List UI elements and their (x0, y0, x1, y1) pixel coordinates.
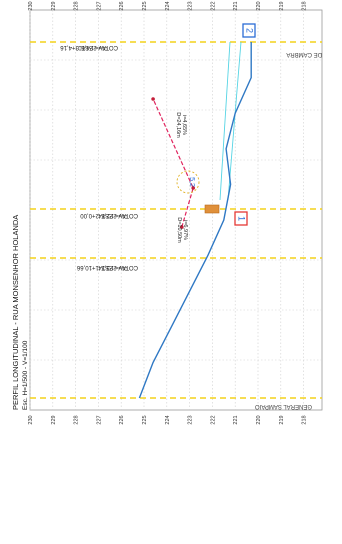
axis-tick-top: 230 (28, 1, 34, 10)
reference-lines (219, 41, 242, 201)
axis-tick-top: 226 (119, 1, 125, 10)
axis-tick-bottom: 219 (279, 415, 285, 424)
axis-tick-bottom: 223 (188, 415, 194, 424)
axis-tick-top: 221 (233, 1, 239, 10)
drawing-title: PERFIL LONGITUDINAL - RUA MONSENHOR HOLA… (11, 215, 20, 410)
length-2-label: D=24,16m (175, 112, 181, 138)
axis-tick-bottom: 220 (256, 415, 262, 424)
axis-tick-top: 228 (74, 1, 80, 10)
grade-points (151, 97, 195, 229)
piv-3-label: PIV= EST. 3+4,16 (60, 44, 108, 50)
marker-box-1 (234, 211, 248, 226)
axis-tick-bottom: 227 (96, 415, 102, 424)
stake-lines (30, 41, 322, 399)
design-grade-line (152, 98, 194, 228)
street-label-bottom: GENERAL SAMPAIO (255, 403, 312, 409)
slope-1-label: i=6,97% (182, 220, 188, 240)
axis-tick-bottom: 228 (74, 415, 80, 424)
axis-tick-top: 218 (302, 1, 308, 10)
marker-1-label: 1 (237, 216, 247, 221)
length-1-label: D=10,50m (176, 217, 182, 243)
axis-tick-bottom: 218 (302, 415, 308, 424)
slope-2-label: i=4,65% (181, 115, 187, 135)
reference-line (219, 41, 231, 201)
axis-tick-bottom: 230 (28, 415, 34, 424)
street-label-top: DE CAMBRA (286, 51, 322, 57)
axis-tick-top: 224 (165, 1, 171, 10)
piv-3-cota: COTA= 224,60 (78, 44, 118, 50)
axis-tick-top: 222 (210, 1, 216, 10)
piv-1-cota: COTA= 223,34 (98, 264, 138, 270)
reference-line (227, 41, 242, 201)
piv-2-cota: COTA= 222,84 (98, 212, 138, 218)
grade-point (180, 225, 184, 229)
axis-tick-top: 223 (188, 1, 194, 10)
axis-tick-bottom: 229 (51, 415, 57, 424)
grade-point (191, 186, 195, 190)
drawing-scale: Esc. H=1/500 - V=1/100 (22, 340, 29, 410)
axis-tick-bottom: 222 (210, 415, 216, 424)
axis-tick-bottom: 225 (142, 415, 148, 424)
curve-badge: 5,2 (188, 177, 195, 187)
axis-ticks-bottom: 230 229 228 227 226 225 224 223 222 221 220 219 218 (28, 415, 308, 424)
axis-tick-bottom: 226 (119, 415, 125, 424)
curve-circle (176, 170, 200, 194)
elevation-grid (29, 10, 304, 410)
axis-tick-bottom: 224 (165, 415, 171, 424)
axis-ticks-top: 230 229 228 227 226 225 224 223 222 221 220 219 218 (28, 1, 308, 10)
piv-1-label: PIV= EST. 1+10,66 (76, 264, 128, 270)
vertical-curve-symbol (204, 204, 220, 214)
axis-tick-top: 229 (51, 1, 57, 10)
piv-2-label: PIV= EST. 2+0,00 (80, 212, 128, 218)
axis-tick-top: 220 (256, 1, 262, 10)
marker-2-label: 2 (245, 28, 255, 33)
drawing-frame (29, 9, 323, 411)
axis-tick-top: 219 (279, 1, 285, 10)
axis-tick-top: 225 (142, 1, 148, 10)
marker-box-2 (242, 23, 256, 38)
axis-tick-bottom: 221 (233, 415, 239, 424)
grade-point (151, 97, 155, 101)
axis-tick-top: 227 (96, 1, 102, 10)
terrain-profile-line (138, 42, 252, 399)
